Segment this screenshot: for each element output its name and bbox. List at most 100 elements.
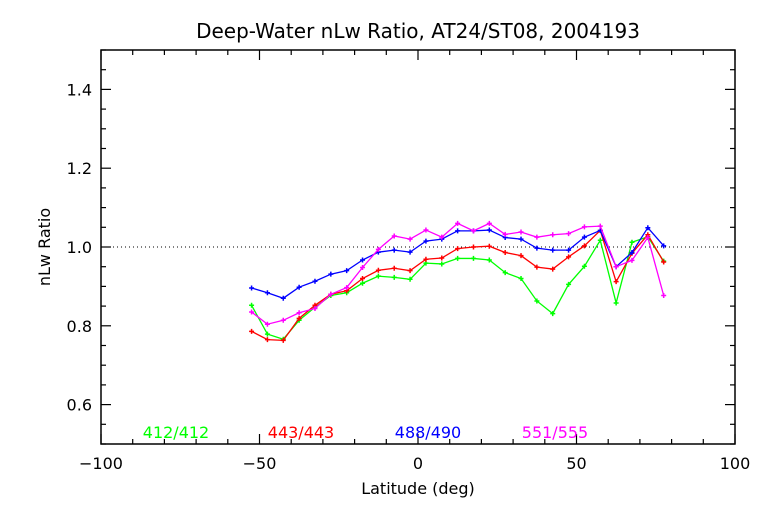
data-point [264,290,270,296]
data-point [486,243,492,249]
data-point [550,232,556,238]
data-point [407,249,413,255]
y-axis-label: nLw Ratio [35,208,54,286]
data-point [439,261,445,267]
series-line [251,235,665,340]
data-point [391,274,397,280]
data-point [534,264,540,270]
data-point [328,271,334,277]
data-point [566,254,572,260]
data-point [581,243,587,249]
legend-entry: 551/555 [522,423,588,442]
data-point [296,315,302,321]
legend-entry: 488/490 [395,423,461,442]
data-point [486,220,492,226]
data-point [613,300,619,306]
data-point [264,321,270,327]
data-point [391,265,397,271]
data-point [249,328,255,334]
data-point [455,220,461,226]
data-point [280,317,286,323]
data-point [375,246,381,252]
x-axis-label: Latitude (deg) [361,479,475,498]
data-point [645,225,651,231]
data-point [249,285,255,291]
data-point [566,231,572,237]
data-point [391,233,397,239]
data-point [455,246,461,252]
data-point [550,311,556,317]
data-point [534,245,540,251]
data-point [502,231,508,237]
data-point [645,235,651,241]
data-point [613,279,619,285]
data-point [629,250,635,256]
data-point [280,295,286,301]
axis-ticks [100,49,736,445]
data-point [550,266,556,272]
x-tick-label: 0 [413,454,423,473]
data-point [439,255,445,261]
data-point [249,302,255,308]
series-443-443 [249,227,667,343]
y-tick-label: 1.2 [67,159,92,178]
data-point [613,264,619,270]
data-point [423,238,429,244]
data-point [296,284,302,290]
data-point [264,331,270,337]
data-point [486,257,492,263]
data-point [407,268,413,274]
data-point [360,264,366,270]
data-point [375,267,381,273]
data-point [423,227,429,233]
legend: 412/412 443/443 488/490 551/555 [143,423,588,442]
series-line [251,226,665,299]
x-tick-label: 100 [720,454,751,473]
data-point [502,250,508,256]
data-point [566,247,572,253]
data-point [629,257,635,263]
data-point [455,228,461,234]
y-tick-label: 1.0 [67,238,92,257]
data-point [407,236,413,242]
data-point [566,281,572,287]
data-point [534,298,540,304]
data-point [375,273,381,279]
data-point [486,227,492,233]
legend-entry: 443/443 [268,423,334,442]
data-point [439,234,445,240]
data-point [597,237,603,243]
data-point [661,243,667,249]
data-point [455,255,461,261]
y-tick-label: 1.4 [67,80,92,99]
data-point [534,234,540,240]
data-point [360,280,366,286]
data-point [661,259,667,265]
data-point [518,236,524,242]
data-point [518,276,524,282]
series-551-555 [249,220,667,327]
data-point [661,292,667,298]
x-tick-label: 50 [566,454,586,473]
data-point [407,276,413,282]
data-point [391,247,397,253]
data-point [312,305,318,311]
data-point [581,263,587,269]
data-point [280,337,286,343]
data-point [581,234,587,240]
data-point [597,223,603,229]
data-point [502,270,508,276]
data-point [550,247,556,253]
series-488-490 [249,225,667,301]
data-point [423,256,429,262]
data-point [344,285,350,291]
series-group [249,220,667,343]
data-point [360,276,366,282]
x-tick-label: −50 [243,454,277,473]
data-point [344,268,350,274]
x-tick-label: −100 [79,454,123,473]
data-point [296,310,302,316]
data-point [249,309,255,315]
chart-title: Deep-Water nLw Ratio, AT24/ST08, 2004193 [196,19,640,43]
